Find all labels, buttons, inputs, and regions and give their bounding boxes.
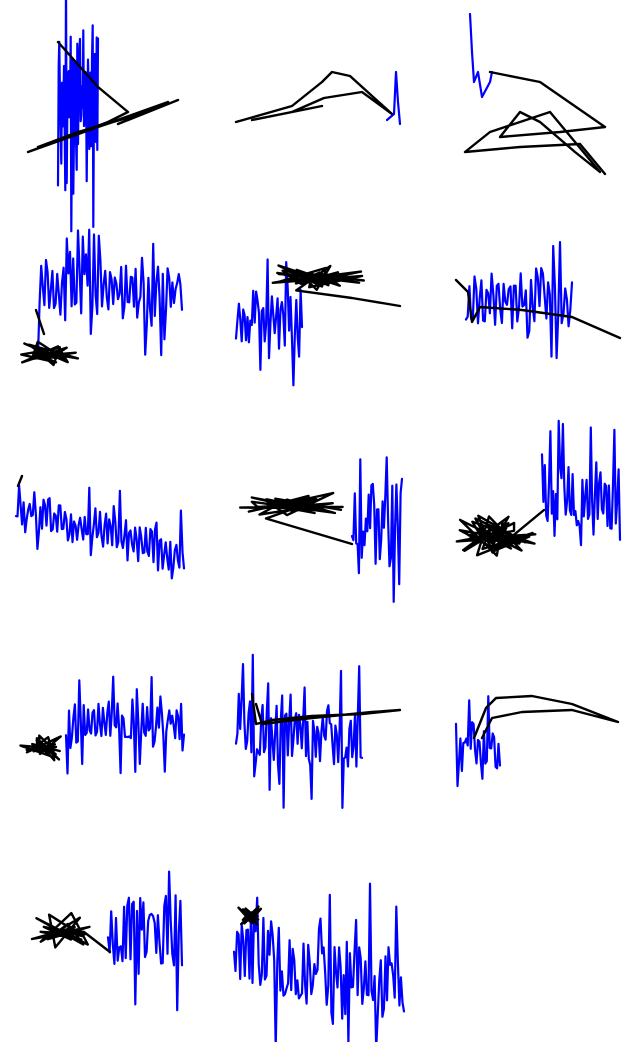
black-trace: [26, 40, 180, 154]
sketch-canvas: [239, 456, 404, 603]
black-trace: [20, 308, 80, 367]
sketch-panel-13: [14, 862, 186, 1012]
sketch-panel-6: [452, 241, 622, 360]
blue-trace: [36, 228, 184, 357]
blue-trace: [232, 882, 406, 1042]
sketch-canvas: [454, 694, 620, 788]
black-trace: [19, 734, 62, 762]
blue-trace: [56, 0, 100, 233]
blue-trace: [468, 12, 494, 99]
sketch-canvas: [454, 241, 622, 360]
sketch-panel-11: [232, 653, 404, 809]
sketch-panel-7: [14, 466, 186, 580]
sketch-canvas: [234, 258, 402, 387]
black-trace: [454, 278, 622, 340]
sketch-canvas: [14, 474, 186, 580]
black-trace: [234, 70, 394, 124]
sketch-canvas: [30, 870, 184, 1012]
black-trace: [239, 491, 354, 546]
sketch-canvas: [234, 653, 402, 809]
black-trace: [30, 911, 112, 954]
black-trace: [472, 694, 620, 740]
sketch-panel-12: [452, 688, 622, 788]
sketch-canvas: [26, 0, 180, 233]
sketch-panel-10: [14, 675, 186, 782]
black-trace: [16, 474, 24, 488]
sketch-panel-14: [226, 862, 408, 1042]
sketch-panel-4: [14, 228, 186, 376]
sketch-panel-2: [232, 62, 404, 130]
blue-trace: [454, 695, 502, 788]
sketch-panel-8: [232, 456, 404, 603]
blue-trace: [64, 675, 186, 775]
sketch-canvas: [19, 675, 186, 775]
blue-trace: [350, 456, 404, 603]
sketch-canvas: [463, 12, 607, 176]
blue-trace: [234, 258, 304, 387]
blue-trace: [464, 241, 574, 360]
blue-trace: [234, 653, 364, 809]
black-trace: [463, 70, 607, 176]
black-trace: [271, 264, 402, 308]
sketch-panel-1: [18, 0, 183, 233]
sketch-canvas: [20, 228, 184, 367]
sketch-canvas: [232, 882, 406, 1042]
sketch-panel-3: [460, 12, 612, 182]
blue-trace: [385, 70, 402, 126]
black-trace: [237, 905, 263, 926]
sketch-canvas: [455, 419, 622, 557]
sketch-panel-5: [232, 248, 404, 387]
blue-trace: [14, 484, 186, 580]
blue-trace: [540, 419, 622, 547]
black-trace: [455, 508, 546, 557]
black-trace: [250, 692, 402, 726]
sketch-panel-9: [452, 419, 622, 584]
blue-trace: [106, 870, 184, 1012]
sketch-canvas: [234, 70, 402, 126]
